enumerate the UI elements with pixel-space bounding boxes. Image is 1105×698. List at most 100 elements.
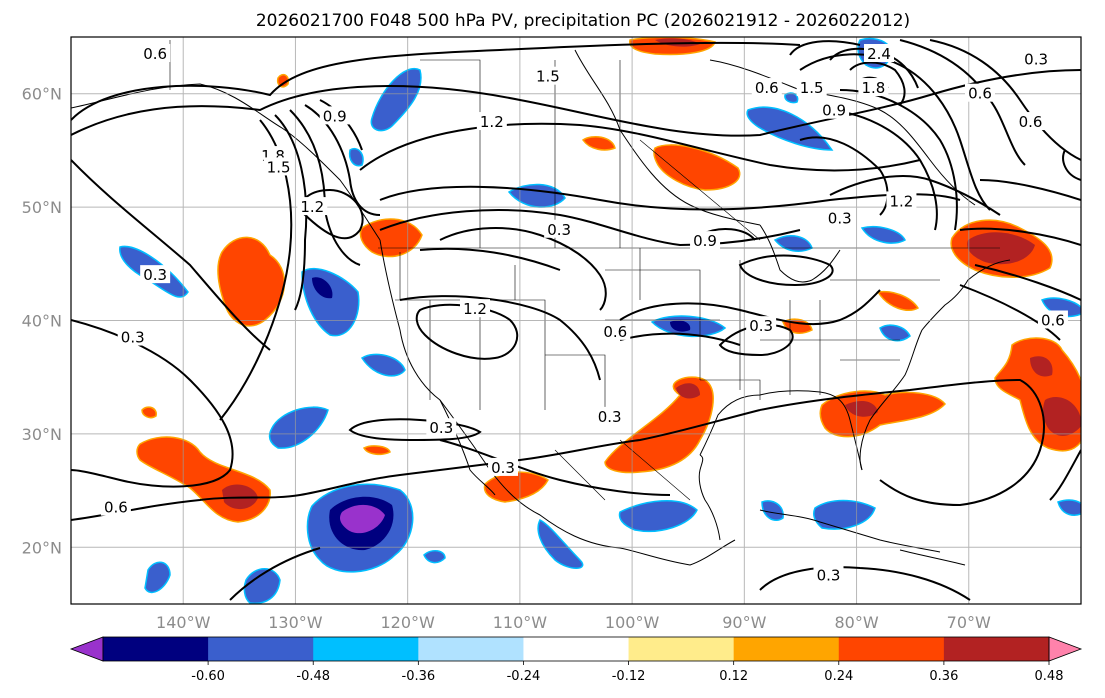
- latitude-axis: 60°N 50°N 40°N 30°N 20°N: [22, 85, 62, 558]
- contour-label: 1.2: [886, 191, 917, 210]
- coastlines: [71, 49, 1011, 566]
- contour-label: 0.6: [140, 44, 171, 63]
- contour-label: 1.2: [297, 197, 328, 216]
- lon-tick-label: 110°W: [493, 613, 548, 632]
- colorbar-segment: [208, 637, 314, 661]
- contour-label: 0.3: [140, 265, 171, 284]
- colorbar-segment: [313, 637, 419, 661]
- svg-text:0.3: 0.3: [817, 567, 841, 585]
- contour-label: 1.2: [460, 299, 490, 318]
- contour-label: 0.3: [746, 316, 777, 335]
- contour-label: 0.3: [1021, 49, 1052, 69]
- colorbar-extend-max: [1048, 636, 1083, 662]
- lat-tick-label: 40°N: [22, 312, 62, 331]
- colorbar-tick-label: 0.24: [824, 669, 853, 684]
- contour-label: 0.9: [319, 106, 350, 125]
- contour-label: 1.5: [263, 157, 294, 176]
- svg-text:1.5: 1.5: [800, 79, 824, 97]
- colorbar-segment: [838, 637, 945, 661]
- svg-text:1.8: 1.8: [861, 79, 885, 97]
- svg-text:0.9: 0.9: [693, 232, 717, 250]
- colorbar-tick-label: -0.24: [507, 669, 541, 684]
- colorbar-tick-label: -0.48: [296, 669, 330, 684]
- contour-labels: 0.6 1.5 0.9 1.2 1.8 1.5 1.2 0.3 0.6 1.5 0.9 0.3 0.9 1…: [100, 44, 1068, 585]
- svg-text:2.4: 2.4: [867, 45, 891, 63]
- contour-label: 0.6: [1015, 112, 1046, 131]
- svg-text:0.3: 0.3: [491, 459, 515, 477]
- lat-tick-label: 60°N: [22, 85, 62, 104]
- colorbar-tick-label: 0.12: [719, 669, 748, 684]
- negative-anomaly-areas: [119, 37, 1081, 604]
- colorbar-segment: [628, 637, 735, 661]
- lon-tick-label: 70°W: [947, 613, 991, 632]
- contour-label: 0.6: [600, 321, 631, 341]
- map-title: 2026021700 F048 500 hPa PV, precipitatio…: [256, 11, 910, 31]
- lon-tick-label: 120°W: [380, 613, 435, 632]
- map-panel: 0.6 1.5 0.9 1.2 1.8 1.5 1.2 0.3 0.6 1.5 0.9 0.3 0.9 1…: [70, 36, 1082, 605]
- svg-text:0.6: 0.6: [104, 499, 128, 517]
- colorbar: -0.60 -0.48 -0.36 -0.24 -0.12 0.12 0.24 0.36 0.4…: [69, 636, 1083, 684]
- lon-tick-label: 80°W: [834, 613, 878, 632]
- contour-label: 2.4: [864, 44, 894, 63]
- map-frame: [70, 36, 1082, 605]
- colorbar-tick-label: 0.48: [1035, 669, 1064, 684]
- colorbar-segment: [943, 637, 1050, 661]
- svg-text:1.2: 1.2: [890, 192, 914, 210]
- contour-label: 0.3: [544, 219, 575, 239]
- colorbar-tick-label: -0.60: [191, 669, 225, 684]
- colorbar-segment: [733, 637, 840, 661]
- lon-tick-label: 90°W: [722, 613, 766, 632]
- lat-tick-label: 30°N: [22, 425, 62, 444]
- contour-label: 0.3: [426, 418, 457, 437]
- svg-text:0.6: 0.6: [755, 79, 779, 97]
- contour-label: 0.3: [488, 457, 519, 477]
- svg-text:0.3: 0.3: [598, 408, 622, 426]
- contour-label: 1.8: [858, 78, 889, 97]
- svg-text:1.2: 1.2: [300, 198, 324, 216]
- colorbar-segment: [103, 637, 209, 661]
- lon-tick-label: 140°W: [156, 613, 211, 632]
- colorbar-segment: [523, 637, 630, 661]
- svg-text:0.9: 0.9: [822, 102, 846, 120]
- contour-label: 0.9: [690, 231, 721, 250]
- contour-label: 0.9: [819, 100, 850, 120]
- lat-tick-label: 20°N: [22, 538, 62, 557]
- svg-text:1.2: 1.2: [480, 113, 504, 131]
- contour-label: 0.6: [965, 83, 995, 103]
- contour-label: 1.5: [532, 66, 563, 86]
- colorbar-segment: [418, 637, 524, 661]
- svg-text:0.9: 0.9: [323, 107, 347, 125]
- longitude-axis: 140°W 130°W 120°W 110°W 100°W 90°W 80°W 70°W: [156, 613, 991, 632]
- svg-text:0.6: 0.6: [143, 45, 167, 63]
- svg-text:1.5: 1.5: [267, 158, 291, 176]
- contour-label: 0.3: [813, 565, 844, 585]
- contour-label: 0.6: [1037, 310, 1068, 330]
- svg-text:0.3: 0.3: [828, 209, 852, 227]
- contour-label: 0.6: [100, 497, 131, 517]
- svg-text:0.3: 0.3: [429, 419, 453, 437]
- svg-text:0.6: 0.6: [1019, 113, 1043, 131]
- svg-text:0.6: 0.6: [968, 85, 992, 103]
- positive-anomaly-areas: [136, 37, 1081, 523]
- contour-label: 0.3: [594, 406, 625, 426]
- contour-label: 0.6: [751, 78, 782, 97]
- colorbar-tick-label: -0.12: [612, 669, 646, 684]
- contour-label: 0.3: [824, 208, 855, 227]
- contour-label: 1.5: [796, 78, 827, 97]
- svg-text:1.5: 1.5: [536, 68, 560, 86]
- lat-tick-label: 50°N: [22, 198, 62, 217]
- lon-tick-label: 130°W: [268, 613, 323, 632]
- svg-text:0.3: 0.3: [121, 329, 145, 347]
- svg-text:0.3: 0.3: [749, 317, 773, 335]
- contour-label: 1.2: [476, 112, 507, 131]
- lon-tick-label: 100°W: [605, 613, 660, 632]
- contour-label: 0.3: [117, 327, 148, 347]
- svg-text:0.3: 0.3: [547, 221, 571, 239]
- svg-text:1.2: 1.2: [463, 300, 487, 318]
- precipitation-shading: [119, 37, 1081, 604]
- svg-text:0.6: 0.6: [603, 323, 627, 341]
- svg-text:0.6: 0.6: [1041, 312, 1065, 330]
- colorbar-tick-label: 0.36: [929, 669, 958, 684]
- colorbar-tick-label: -0.36: [402, 669, 436, 684]
